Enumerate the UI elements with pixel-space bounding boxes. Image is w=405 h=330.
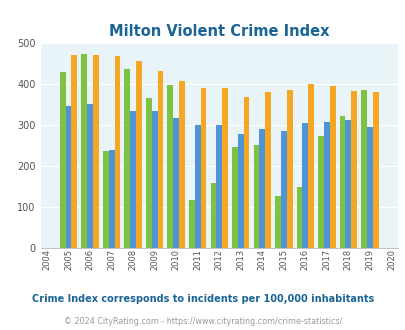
Bar [286,90,292,248]
Bar [157,71,163,248]
Bar [216,125,222,248]
Title: Milton Violent Crime Index: Milton Violent Crime Index [109,24,329,39]
Bar [124,70,130,248]
Bar [329,86,335,248]
Bar [194,125,200,248]
Bar [232,147,237,248]
Bar [307,84,313,248]
Bar [339,116,345,248]
Bar [275,196,280,248]
Bar [345,120,350,248]
Bar [93,55,98,248]
Bar [253,145,259,248]
Bar [130,111,136,248]
Text: © 2024 CityRating.com - https://www.cityrating.com/crime-statistics/: © 2024 CityRating.com - https://www.city… [64,317,341,326]
Bar [81,54,87,248]
Bar [318,136,323,248]
Bar [179,81,184,248]
Bar [109,150,114,248]
Text: Crime Index corresponds to incidents per 100,000 inhabitants: Crime Index corresponds to incidents per… [32,294,373,304]
Bar [167,84,173,248]
Bar [302,123,307,248]
Bar [145,98,151,248]
Bar [372,92,378,248]
Bar [210,183,216,248]
Bar [60,72,66,248]
Bar [71,55,77,248]
Bar [189,200,194,248]
Bar [243,97,249,248]
Bar [173,118,179,248]
Bar [151,111,157,248]
Bar [366,127,372,248]
Bar [280,131,286,248]
Bar [296,187,302,248]
Bar [66,106,71,248]
Bar [350,91,356,248]
Bar [323,122,329,248]
Bar [264,92,270,248]
Bar [200,88,206,248]
Bar [222,88,227,248]
Bar [136,61,141,248]
Bar [237,134,243,248]
Bar [360,90,366,248]
Bar [114,56,120,248]
Bar [259,129,264,248]
Bar [87,104,93,248]
Bar [102,151,109,248]
